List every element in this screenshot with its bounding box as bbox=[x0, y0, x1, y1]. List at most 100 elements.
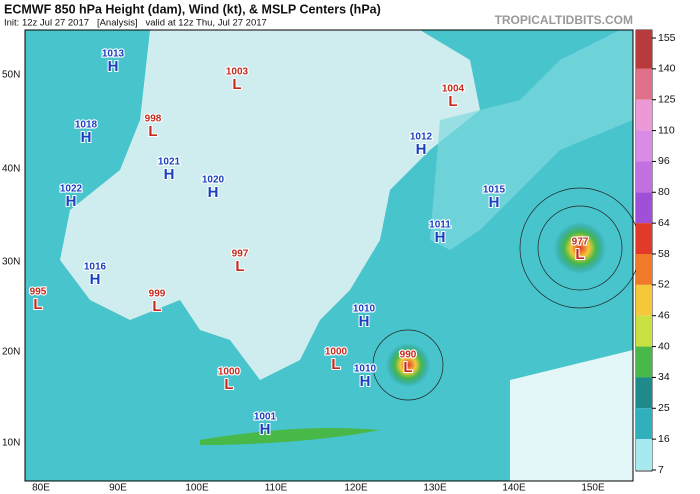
storm-core bbox=[386, 343, 430, 387]
center-value: 1001 bbox=[254, 412, 277, 423]
latitude-label: 40N bbox=[2, 164, 20, 175]
colorbar-label: 52 bbox=[658, 279, 670, 291]
longitude-label: 120E bbox=[344, 483, 368, 494]
latitude-label: 10N bbox=[2, 438, 20, 449]
colorbar-label: 58 bbox=[658, 248, 670, 260]
center-kind: H bbox=[260, 421, 271, 438]
longitude-label: 140E bbox=[502, 483, 526, 494]
center-kind: H bbox=[108, 58, 119, 75]
colorbar-label: 110 bbox=[658, 124, 675, 136]
colorbar-segment bbox=[636, 30, 652, 38]
center-value: 1013 bbox=[102, 49, 125, 60]
land-area bbox=[430, 30, 633, 250]
wind-band bbox=[200, 428, 380, 445]
center-value: 999 bbox=[149, 289, 166, 300]
colorbar-segment bbox=[636, 130, 652, 162]
center-kind: H bbox=[360, 373, 371, 390]
map-area bbox=[24, 29, 641, 482]
latitude-label: 50N bbox=[2, 70, 20, 81]
colorbar-label: 64 bbox=[658, 217, 670, 229]
center-value: 1012 bbox=[410, 132, 433, 143]
colorbar-segment bbox=[636, 315, 652, 347]
colorbar-segment bbox=[636, 161, 652, 193]
dry-area bbox=[510, 350, 633, 481]
colorbar-segment bbox=[636, 192, 652, 224]
center-value: 1000 bbox=[325, 347, 348, 358]
latitude-label: 30N bbox=[2, 257, 20, 268]
longitude-label: 150E bbox=[581, 483, 605, 494]
colorbar-label: 7 bbox=[658, 464, 664, 476]
storm-core bbox=[554, 222, 606, 274]
colorbar-label: 40 bbox=[658, 340, 670, 352]
longitude-label: 80E bbox=[32, 483, 50, 494]
center-value: 977 bbox=[572, 237, 589, 248]
center-value: 1021 bbox=[158, 157, 181, 168]
center-value: 997 bbox=[232, 249, 249, 260]
colorbar-label: 96 bbox=[658, 155, 670, 167]
colorbar-label: 46 bbox=[658, 309, 670, 321]
center-kind: H bbox=[66, 193, 77, 210]
center-kind: H bbox=[164, 166, 175, 183]
land-area bbox=[60, 30, 480, 380]
colorbar-label: 16 bbox=[658, 433, 670, 445]
center-kind: L bbox=[232, 76, 241, 93]
latitude-label: 20N bbox=[2, 347, 20, 358]
center-value: 1015 bbox=[483, 185, 506, 196]
center-kind: L bbox=[575, 246, 584, 263]
colorbar-segment bbox=[636, 68, 652, 100]
colorbar-label: 25 bbox=[658, 402, 670, 414]
center-kind: L bbox=[224, 376, 233, 393]
center-kind: L bbox=[448, 93, 457, 110]
center-value: 995 bbox=[30, 287, 47, 298]
colorbar-segment bbox=[636, 377, 652, 409]
isobar bbox=[372, 329, 444, 401]
map-frame bbox=[24, 29, 634, 482]
colorbar-segment bbox=[636, 439, 652, 470]
center-kind: L bbox=[33, 296, 42, 313]
center-value: 1020 bbox=[202, 175, 225, 186]
center-value: 1018 bbox=[75, 120, 98, 131]
longitude-label: 100E bbox=[185, 483, 209, 494]
center-kind: L bbox=[235, 258, 244, 275]
colorbar-segment bbox=[636, 38, 652, 69]
colorbar-segment bbox=[636, 408, 652, 440]
center-value: 1003 bbox=[226, 67, 249, 78]
colorbar-segment bbox=[636, 346, 652, 378]
center-kind: H bbox=[90, 271, 101, 288]
subtitle: Init: 12z Jul 27 2017 [Analysis] valid a… bbox=[4, 18, 267, 29]
center-kind: L bbox=[152, 298, 161, 315]
center-value: 1011 bbox=[429, 220, 451, 231]
center-value: 998 bbox=[145, 114, 162, 125]
colorbar-segment bbox=[636, 99, 652, 131]
colorbar-label: 125 bbox=[658, 93, 676, 105]
center-value: 1022 bbox=[60, 184, 83, 195]
colorbar-label: 140 bbox=[658, 63, 676, 75]
colorbar-segment bbox=[636, 284, 652, 316]
colorbar-segment bbox=[636, 254, 652, 285]
center-kind: L bbox=[148, 123, 157, 140]
center-kind: L bbox=[403, 359, 412, 376]
center-kind: H bbox=[435, 229, 446, 246]
center-kind: H bbox=[208, 184, 219, 201]
colorbar-label: 80 bbox=[658, 186, 670, 198]
brand: TROPICALTIDBITS.COM bbox=[495, 13, 633, 27]
colorbar-label: 155 bbox=[658, 32, 676, 44]
